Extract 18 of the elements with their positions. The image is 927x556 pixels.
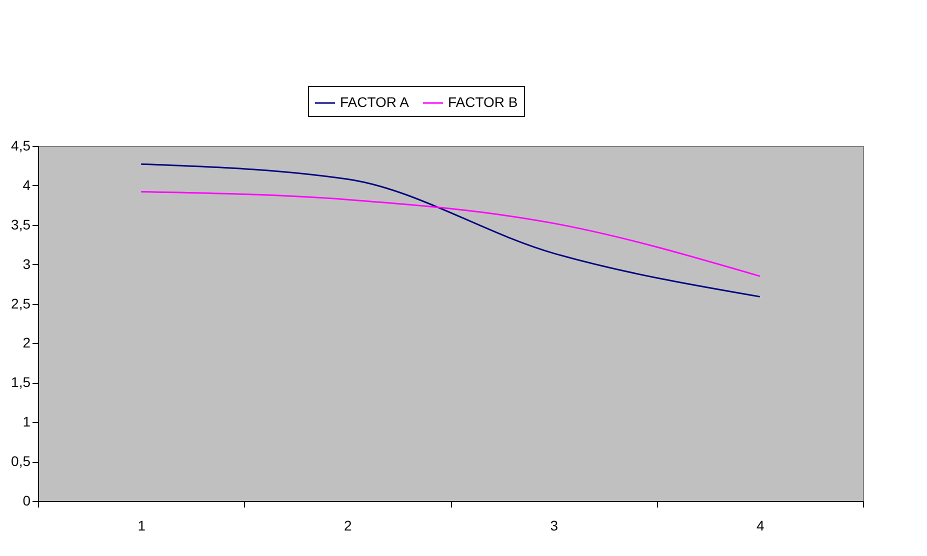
y-tick-label: 3 [22, 256, 31, 272]
y-tick-label: 4 [22, 176, 31, 193]
legend-label: FACTOR A [340, 94, 410, 110]
y-tick-label: 1,5 [11, 374, 31, 390]
line-series [140, 163, 761, 298]
y-tick-label: 2 [22, 334, 31, 351]
legend-label: FACTOR B [448, 94, 518, 110]
y-tick-label: 0,5 [11, 453, 31, 470]
x-tick-label: 2 [344, 518, 352, 534]
x-tick-label: 4 [756, 518, 764, 534]
line-series [140, 191, 761, 277]
y-tick-label: 3,5 [11, 216, 31, 232]
y-tick-label: 2,5 [11, 295, 31, 312]
y-tick-label: 4,5 [11, 138, 31, 154]
x-tick-label: 3 [550, 518, 558, 534]
y-tick-label: 0 [22, 492, 31, 508]
x-tick-label: 1 [138, 518, 146, 534]
y-tick-label: 1 [22, 414, 31, 430]
